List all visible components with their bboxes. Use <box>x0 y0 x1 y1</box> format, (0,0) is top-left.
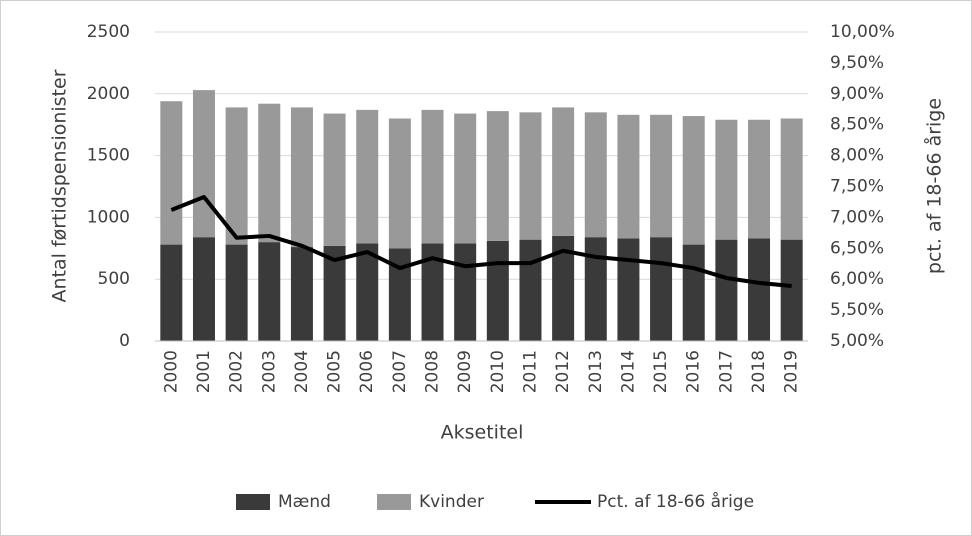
x-tick-label: 2011 <box>520 350 540 393</box>
legend-label: Mænd <box>278 492 331 512</box>
y2-tick-label: 10,00% <box>830 22 895 42</box>
x-tick-label: 2017 <box>716 350 736 393</box>
bar <box>160 101 183 245</box>
x-tick-label: 2007 <box>390 350 410 393</box>
bar <box>584 112 607 238</box>
bar <box>323 113 346 246</box>
y-tick-label: 2000 <box>87 84 130 104</box>
x-tick-label: 2001 <box>194 350 214 393</box>
x-tick-label: 2014 <box>618 350 638 393</box>
bar <box>192 90 215 238</box>
bar <box>552 235 575 341</box>
y2-tick-label: 7,50% <box>830 177 884 197</box>
bar <box>780 239 803 341</box>
x-tick-label: 2012 <box>553 350 573 393</box>
line <box>170 195 792 288</box>
bar <box>519 239 542 341</box>
x-axis-title: Aksetitel <box>441 422 524 444</box>
bar <box>356 109 379 244</box>
bar <box>715 119 738 240</box>
x-tick-label: 2003 <box>259 350 279 393</box>
bar <box>356 243 379 341</box>
x-tick-label: 2016 <box>684 350 704 393</box>
bar <box>748 238 771 341</box>
y2-axis-title: pct. af 18-66 årige <box>923 98 946 274</box>
y2-tick-label: 8,50% <box>830 115 884 135</box>
bar <box>486 240 509 341</box>
y2-tick-label: 9,50% <box>830 53 884 73</box>
x-tick-label: 2002 <box>227 350 247 393</box>
x-tick-label: 2005 <box>325 350 345 393</box>
bar <box>519 112 542 240</box>
y-tick-label: 1000 <box>87 207 130 227</box>
legend-swatch <box>377 494 411 510</box>
bar <box>650 114 673 238</box>
y-tick-label: 0 <box>119 331 130 351</box>
legend-label: Kvinder <box>419 492 484 512</box>
bar <box>552 107 575 236</box>
bar <box>225 244 248 341</box>
x-tick-label: 2018 <box>749 350 769 393</box>
bar <box>454 243 477 341</box>
bar <box>748 119 771 239</box>
x-tick-label: 2019 <box>782 350 802 393</box>
y2-tick-label: 5,50% <box>830 300 884 320</box>
bar <box>617 238 640 341</box>
y2-tick-label: 5,00% <box>830 331 884 351</box>
x-tick-label: 2009 <box>455 350 475 393</box>
legend-label: Pct. af 18-66 årige <box>597 491 754 512</box>
bar <box>388 118 411 249</box>
bar <box>454 113 477 244</box>
bar <box>421 243 444 341</box>
bar <box>323 245 346 341</box>
y-axis-title: Antal førtidspensionister <box>49 69 71 302</box>
x-tick-label: 2004 <box>292 350 312 393</box>
bar <box>258 242 281 341</box>
bar <box>160 244 183 341</box>
y-tick-label: 1500 <box>87 146 130 166</box>
y2-tick-label: 7,00% <box>830 207 884 227</box>
x-tick-label: 2010 <box>488 350 508 393</box>
bar <box>258 103 281 243</box>
bar <box>584 237 607 341</box>
x-tick-label: 2006 <box>357 350 377 393</box>
bar <box>682 244 705 341</box>
bar <box>225 107 248 245</box>
bar <box>682 116 705 245</box>
y2-tick-label: 8,00% <box>830 146 884 166</box>
bar <box>290 107 313 248</box>
x-tick-label: 2013 <box>586 350 606 393</box>
y2-tick-label: 6,50% <box>830 238 884 258</box>
x-tick-label: 2015 <box>651 350 671 393</box>
legend-swatch <box>236 494 270 510</box>
bar <box>650 237 673 341</box>
bar <box>421 109 444 244</box>
y-tick-label: 2500 <box>87 22 130 42</box>
y2-tick-label: 9,00% <box>830 84 884 104</box>
x-tick-label: 2008 <box>423 350 443 393</box>
x-tick-label: 2000 <box>161 350 181 393</box>
bar <box>715 239 738 341</box>
y2-tick-label: 6,00% <box>830 269 884 289</box>
bar <box>617 114 640 239</box>
bar <box>192 237 215 341</box>
bar <box>486 111 509 241</box>
bar <box>290 247 313 341</box>
bar <box>780 118 803 240</box>
y-tick-label: 500 <box>98 269 130 289</box>
bar <box>388 248 411 341</box>
